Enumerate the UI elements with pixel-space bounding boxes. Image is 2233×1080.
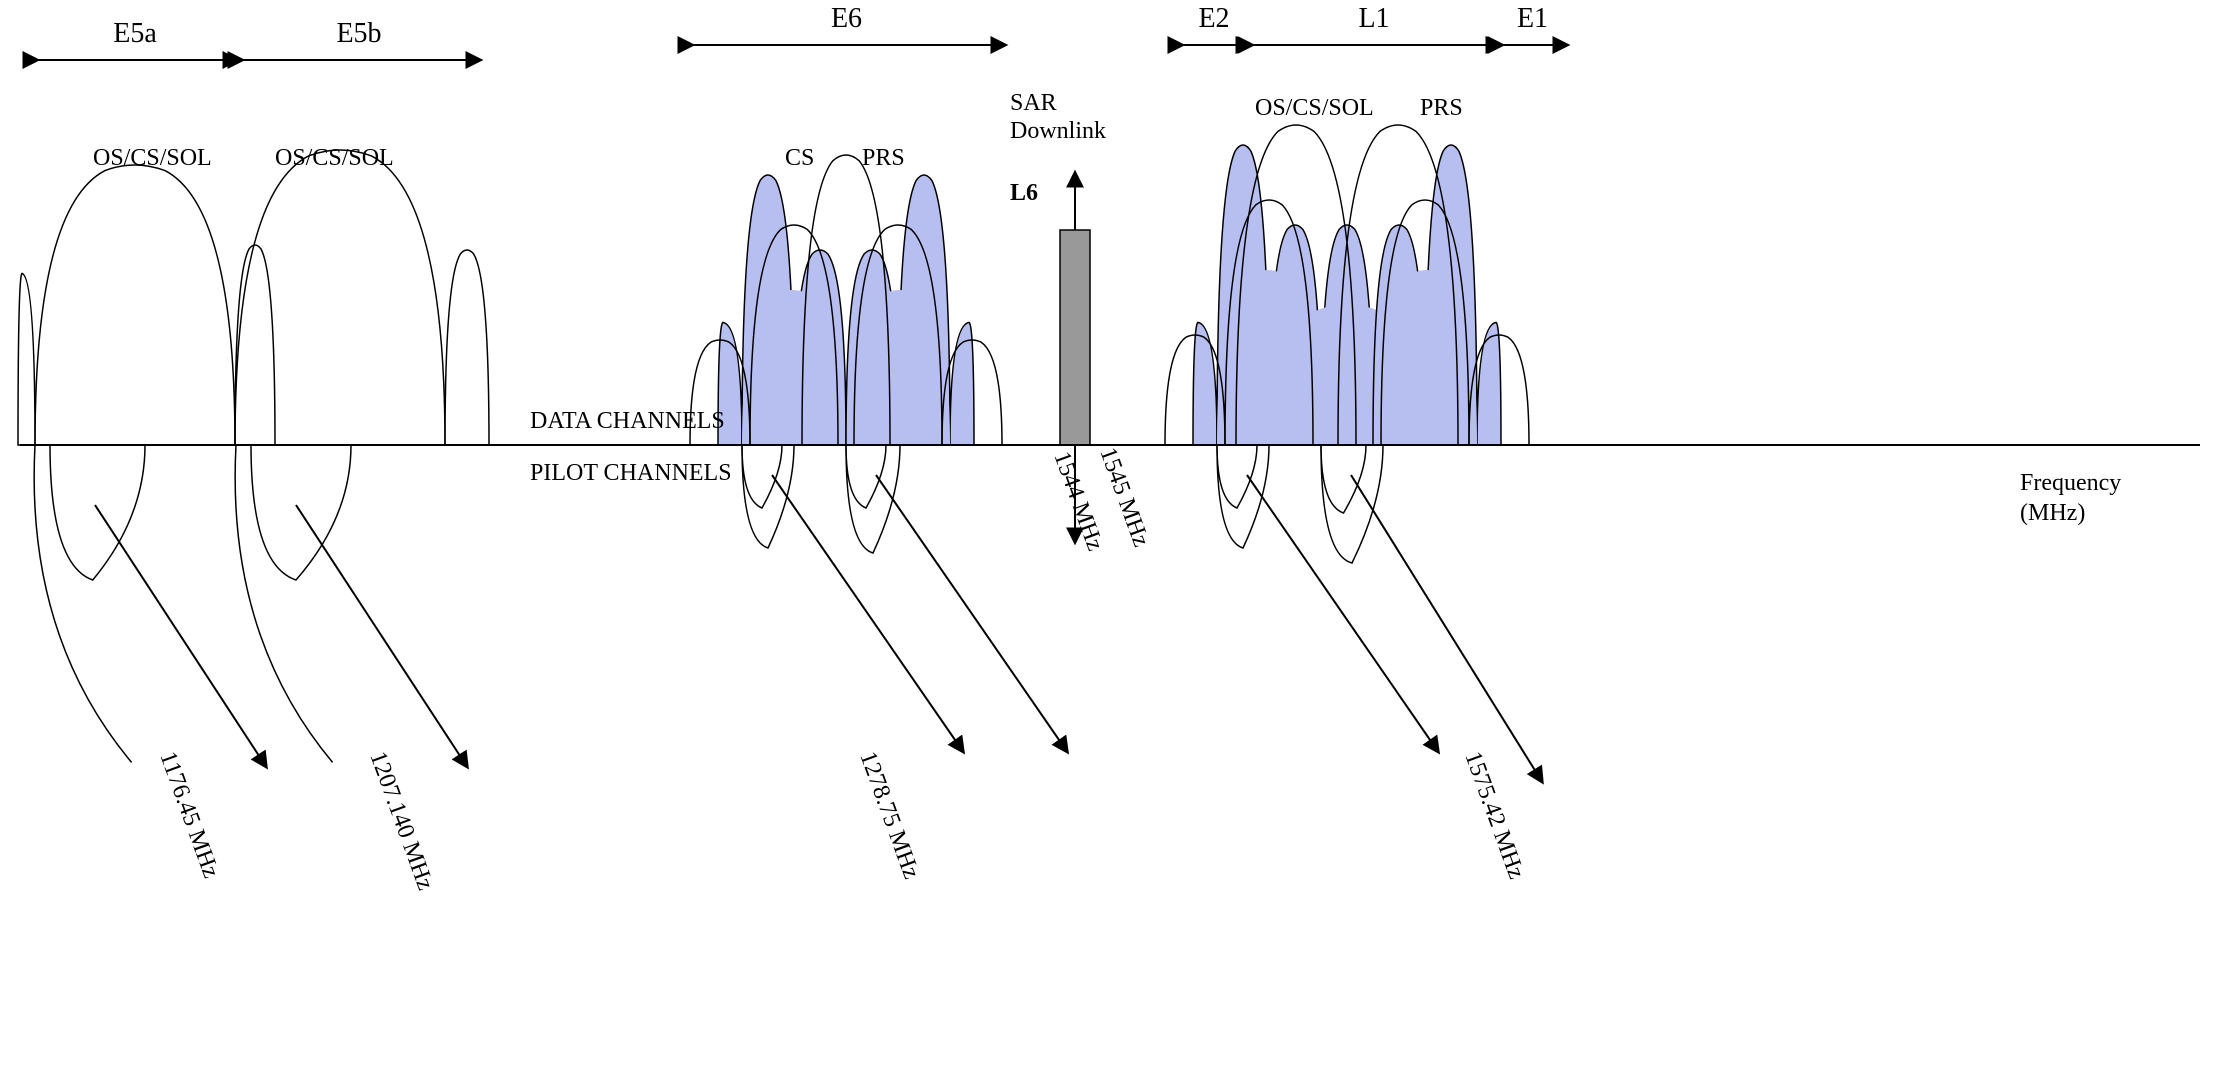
center-freq-arrow — [876, 475, 1066, 750]
service-label: SAR — [1010, 90, 1057, 116]
pilot-lobe — [34, 445, 131, 762]
spectral-lobe-outline — [235, 245, 275, 445]
service-label: Downlink — [1010, 118, 1106, 144]
center-freq-label: 1207.140 MHz — [364, 748, 438, 893]
service-label: PRS — [862, 145, 905, 171]
service-label: L6 — [1010, 180, 1038, 206]
service-label: OS/CS/SOL — [93, 145, 212, 171]
band-label-e1: E1 — [1517, 3, 1548, 34]
pilot-sidelobe — [1217, 445, 1257, 508]
pilot-lobe — [235, 445, 332, 762]
service-label: OS/CS/SOL — [1255, 95, 1374, 121]
spectral-lobe-filled — [950, 322, 974, 445]
spectral-lobe-outline — [18, 273, 35, 445]
pilot-sidelobe — [742, 445, 782, 508]
center-freq-label: 1176.45 MHz — [154, 748, 224, 881]
center-freq-label: 1278.75 MHz — [854, 748, 924, 882]
center-freq-arrow — [1247, 475, 1437, 750]
spectral-lobe-outline — [235, 150, 445, 445]
service-label: OS/CS/SOL — [275, 145, 394, 171]
axis-label-frequency: Frequency — [2020, 470, 2121, 496]
center-freq-arrow — [772, 475, 962, 750]
spectral-lobe-filled — [1193, 322, 1217, 445]
band-label-e6: E6 — [831, 3, 862, 34]
band-label-e5a: E5a — [113, 18, 157, 49]
center-freq-label: 1575.42 MHz — [1459, 748, 1529, 882]
service-label: PRS — [1420, 95, 1463, 121]
band-label-l1: L1 — [1358, 3, 1389, 34]
spectral-lobe-filled — [1477, 322, 1501, 445]
center-freq-arrow — [1351, 475, 1541, 780]
service-label: CS — [785, 145, 814, 171]
pilot-sidelobe — [1321, 445, 1366, 513]
pilot-sidelobe — [1321, 445, 1383, 563]
data-channels-label: DATA CHANNELS — [530, 408, 725, 434]
sar-downlink-bar — [1060, 230, 1090, 445]
band-label-e5b: E5b — [336, 18, 381, 49]
spectral-lobe-outline — [445, 250, 489, 445]
spectral-lobe-outline — [35, 165, 235, 445]
pilot-sidelobe — [846, 445, 886, 508]
center-freq-arrow — [296, 505, 466, 765]
pilot-channels-label: PILOT CHANNELS — [530, 460, 732, 486]
axis-label-unit: (MHz) — [2020, 500, 2085, 526]
band-label-e2: E2 — [1198, 3, 1229, 34]
